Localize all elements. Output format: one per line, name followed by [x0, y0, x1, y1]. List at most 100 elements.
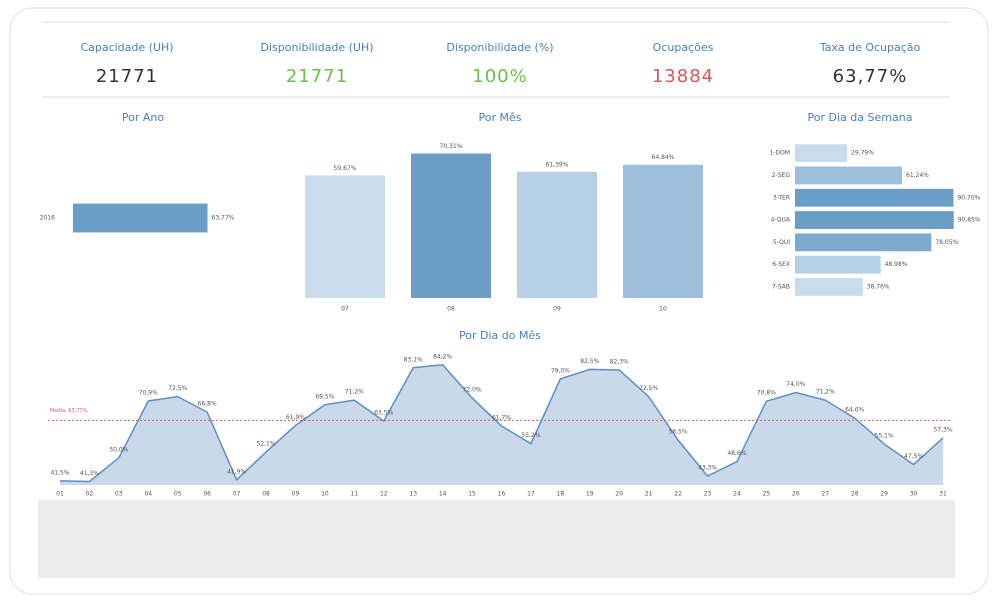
area: [60, 364, 943, 485]
x-tick-label: 20: [615, 491, 623, 498]
bar: [305, 175, 385, 298]
kpi-title: Disponibilidade (%): [446, 41, 553, 54]
kpi-value: 21771: [286, 66, 348, 87]
category-label: 5-QUI: [773, 239, 790, 246]
value-label: 29,79%: [851, 150, 874, 157]
x-tick-label: 06: [203, 491, 211, 498]
x-tick-label: 10: [321, 491, 329, 498]
kpi-value: 100%: [472, 66, 527, 87]
bar: [411, 153, 491, 298]
x-tick-label: 21: [645, 491, 653, 498]
value-label: 71,2%: [816, 389, 835, 396]
x-tick-label: 26: [792, 491, 800, 498]
bar: [73, 203, 208, 233]
x-tick-label: 10: [659, 306, 667, 313]
kpi-title: Disponibilidade (UH): [260, 41, 373, 54]
value-label: 61,9%: [286, 414, 305, 421]
kpi-title: Taxa de Ocupação: [819, 41, 921, 54]
x-tick-label: 14: [439, 491, 447, 498]
value-label: 90,85%: [958, 217, 981, 224]
x-tick-label: 13: [409, 491, 417, 498]
category-label: 7-SÁB: [772, 283, 790, 290]
chart-title: Por Dia do Mês: [459, 329, 541, 342]
value-label: 78,05%: [935, 239, 958, 246]
x-tick-label: 25: [763, 491, 771, 498]
chart-title: Por Ano: [122, 111, 164, 124]
x-tick-label: 15: [468, 491, 476, 498]
bar: [623, 164, 703, 298]
value-label: 41,5%: [50, 469, 69, 476]
x-tick-label: 07: [233, 491, 241, 498]
x-tick-label: 17: [527, 491, 535, 498]
value-label: 90,70%: [957, 194, 980, 201]
value-label: 61,39%: [546, 161, 569, 168]
bar: [795, 166, 903, 185]
value-label: 84,2%: [433, 353, 452, 360]
value-label: 64,6%: [845, 407, 864, 414]
chart-title: Por Dia da Semana: [808, 111, 913, 124]
bar: [795, 233, 932, 252]
value-label: 48,6%: [727, 450, 746, 457]
x-tick-label: 27: [821, 491, 829, 498]
value-label: 82,5%: [580, 358, 599, 365]
value-label: 43,3%: [698, 465, 717, 472]
value-label: 66,8%: [198, 401, 217, 408]
value-label: 71,2%: [345, 389, 364, 396]
chart-title: Por Mês: [479, 111, 522, 124]
category-label: 4-QUA: [771, 217, 791, 224]
value-label: 48,98%: [885, 261, 908, 268]
value-label: 82,3%: [610, 358, 629, 365]
category-label: 2016: [40, 215, 55, 222]
x-tick-label: 31: [939, 491, 947, 498]
x-tick-label: 24: [733, 491, 741, 498]
bar: [795, 188, 954, 207]
line: [59, 363, 944, 483]
x-tick-label: 05: [174, 491, 182, 498]
value-label: 70,8%: [757, 390, 776, 397]
x-tick-label: 28: [851, 491, 859, 498]
value-label: 83,1%: [404, 356, 423, 363]
x-tick-label: 08: [447, 306, 455, 313]
value-label: 72,5%: [639, 385, 658, 392]
category-label: 3-TER: [773, 194, 790, 201]
reference-label: Média: 63,77%: [50, 407, 88, 414]
value-label: 38,76%: [867, 283, 890, 290]
value-label: 57,3%: [933, 426, 952, 433]
value-label: 56,5%: [669, 429, 688, 436]
value-label: 69,5%: [315, 393, 334, 400]
value-label: 70,31%: [440, 143, 463, 150]
x-tick-label: 09: [292, 491, 300, 498]
value-label: 64,84%: [652, 154, 675, 161]
bar: [795, 144, 848, 163]
value-label: 61,24%: [906, 172, 929, 179]
value-label: 72,5%: [168, 385, 187, 392]
x-tick-label: 30: [910, 491, 918, 498]
x-tick-label: 18: [557, 491, 565, 498]
value-label: 41,3%: [80, 470, 99, 477]
x-tick-label: 23: [704, 491, 712, 498]
x-tick-label: 07: [341, 306, 349, 313]
x-tick-label: 16: [498, 491, 506, 498]
value-label: 41,9%: [227, 468, 246, 475]
value-label: 52,1%: [257, 441, 276, 448]
x-tick-label: 11: [351, 491, 359, 498]
value-label: 74,0%: [786, 381, 805, 388]
value-label: 59,67%: [334, 165, 357, 172]
kpi-title: Ocupações: [653, 41, 714, 54]
value-label: 63,5%: [374, 410, 393, 417]
kpi-value: 63,77%: [833, 66, 908, 87]
x-tick-label: 09: [553, 306, 561, 313]
empty-panel: [38, 500, 955, 578]
value-label: 55,1%: [875, 432, 894, 439]
x-tick-label: 29: [880, 491, 888, 498]
x-tick-label: 04: [144, 491, 152, 498]
bar: [795, 211, 954, 229]
x-tick-label: 12: [380, 491, 388, 498]
x-tick-label: 08: [262, 491, 270, 498]
category-label: 1-DOM: [769, 150, 790, 157]
value-label: 61,7%: [492, 414, 511, 421]
kpi-value: 13884: [652, 66, 714, 87]
value-label: 70,9%: [139, 389, 158, 396]
x-tick-label: 03: [115, 491, 123, 498]
